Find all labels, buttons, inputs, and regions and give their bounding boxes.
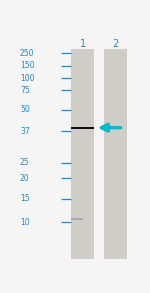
Text: 2: 2 xyxy=(112,39,118,49)
Bar xyxy=(104,49,127,258)
Text: 37: 37 xyxy=(20,127,30,136)
Bar xyxy=(71,218,83,220)
Text: 75: 75 xyxy=(20,86,30,95)
Text: 15: 15 xyxy=(20,194,30,203)
Text: 250: 250 xyxy=(20,49,34,58)
Bar xyxy=(71,49,94,258)
Text: 20: 20 xyxy=(20,174,30,183)
Text: 50: 50 xyxy=(20,105,30,114)
Text: 150: 150 xyxy=(20,61,34,70)
Text: 1: 1 xyxy=(80,39,86,49)
Text: 100: 100 xyxy=(20,74,34,83)
Text: 25: 25 xyxy=(20,158,30,167)
Bar xyxy=(71,127,94,129)
Text: 10: 10 xyxy=(20,218,30,227)
